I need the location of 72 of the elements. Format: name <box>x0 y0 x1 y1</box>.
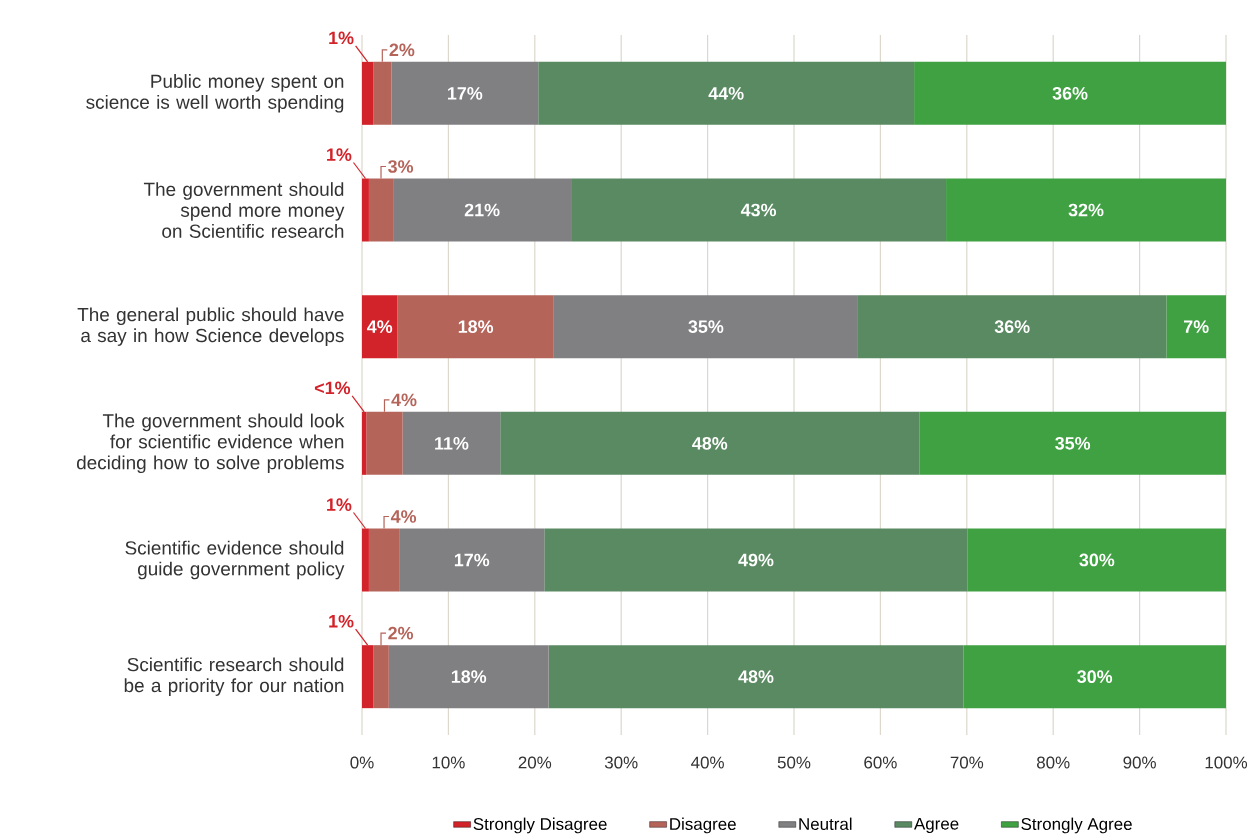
bar <box>397 295 554 359</box>
x-tick-label: 50% <box>777 756 811 769</box>
bar <box>402 411 501 475</box>
data-label: 17% <box>448 86 483 100</box>
data-label: 4% <box>390 510 417 523</box>
data-label: 4% <box>367 320 393 333</box>
legend-label: Disagree <box>670 817 736 834</box>
bar <box>362 295 398 359</box>
data-label: 49% <box>738 553 774 567</box>
data-label: 4% <box>391 393 417 406</box>
y-tick-label: Scientific evidence should guide government policy <box>125 540 345 580</box>
data-label: 1% <box>329 614 354 628</box>
legend-label: Strongly Agree <box>1021 817 1132 834</box>
bar <box>388 645 549 709</box>
data-label: 30% <box>1077 670 1113 683</box>
y-tick-label: Public money spent on science is well worth spending <box>86 73 344 113</box>
data-label: 48% <box>738 670 774 683</box>
data-label: 36% <box>1052 86 1088 100</box>
data-label: 35% <box>688 320 724 333</box>
y-tick-label: The general public should have a say in how Science develops <box>77 307 344 346</box>
x-tick-label: 100% <box>1205 756 1248 769</box>
data-label: 21% <box>464 203 500 217</box>
data-label: 30% <box>1079 553 1115 567</box>
x-tick-label: 60% <box>864 756 897 769</box>
bar <box>857 295 1167 359</box>
x-tick-label: 30% <box>604 756 638 769</box>
x-tick-label: 90% <box>1123 756 1156 769</box>
y-tick-label: Scientific research should be a priority for our nation <box>124 657 344 696</box>
bar <box>538 61 915 125</box>
x-tick-label: 0% <box>350 756 374 769</box>
data-label: 1% <box>327 148 352 161</box>
bar <box>544 528 968 592</box>
bar <box>946 178 1226 242</box>
x-tick-label: 10% <box>432 756 465 769</box>
bar <box>391 61 539 125</box>
data-label: 18% <box>451 670 487 683</box>
bar <box>571 178 947 242</box>
bar <box>548 645 964 709</box>
data-label: 48% <box>692 436 728 450</box>
data-label: 32% <box>1068 203 1104 217</box>
data-label: 3% <box>388 159 414 173</box>
data-label: 18% <box>458 320 494 333</box>
bar <box>1166 295 1226 359</box>
data-label: 2% <box>388 626 414 640</box>
x-tick-label: 20% <box>518 756 552 769</box>
legend-label: Agree <box>914 817 959 833</box>
data-label: 43% <box>740 203 777 217</box>
bar <box>553 295 858 359</box>
x-tick-label: 40% <box>691 756 724 769</box>
legend-label: Neutral <box>799 817 852 830</box>
bar <box>500 411 920 475</box>
y-tick-label: The government should spend more money on Scientific research <box>143 181 345 238</box>
data-label: 1% <box>327 498 352 511</box>
bar <box>399 528 545 592</box>
bar <box>393 178 572 242</box>
data-label: <1% <box>314 381 351 395</box>
data-label: 44% <box>708 86 744 100</box>
data-label: 17% <box>454 553 490 567</box>
data-label: 2% <box>389 43 415 57</box>
y-tick-label: The government should look for scientific evidence when deciding how to solve problems <box>76 413 345 473</box>
data-label: 36% <box>994 320 1030 333</box>
x-tick-label: 80% <box>1036 756 1070 769</box>
data-label: 35% <box>1055 436 1091 450</box>
bar <box>914 61 1226 125</box>
bar <box>919 411 1226 475</box>
data-label: 7% <box>1184 320 1209 333</box>
legend-label: Strongly Disagree <box>473 817 607 834</box>
data-label: 1% <box>329 31 354 45</box>
x-tick-label: 70% <box>950 756 984 769</box>
data-label: 11% <box>435 436 469 450</box>
bar <box>967 528 1226 592</box>
bar <box>963 645 1226 709</box>
